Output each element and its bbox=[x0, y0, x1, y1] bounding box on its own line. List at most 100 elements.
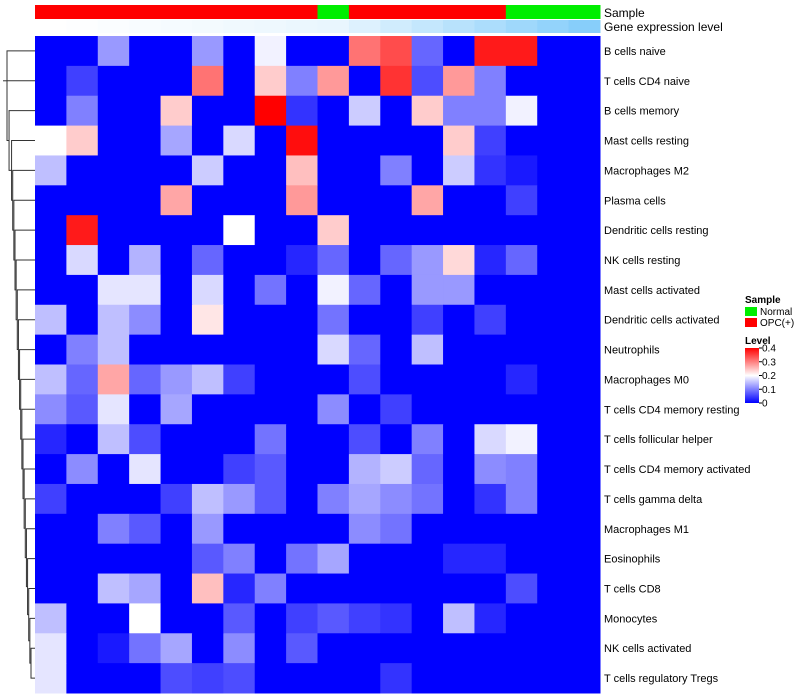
sample-annotation-cell bbox=[286, 5, 318, 19]
heatmap-cell bbox=[223, 215, 256, 246]
dendrogram-branch bbox=[23, 468, 35, 529]
heatmap-cell bbox=[505, 274, 538, 306]
heatmap-cell bbox=[97, 95, 130, 127]
heatmap-cell bbox=[411, 95, 444, 127]
heatmap-cell bbox=[380, 304, 413, 336]
expression-annotation-cell bbox=[223, 20, 256, 33]
legend-level-tick-label: 0.3 bbox=[762, 357, 776, 368]
heatmap-cell bbox=[537, 364, 570, 395]
heatmap-cell bbox=[411, 185, 444, 216]
sample-annotation-cell bbox=[443, 5, 475, 19]
heatmap-cell bbox=[254, 483, 287, 515]
heatmap-cell bbox=[191, 185, 224, 216]
heatmap-cell bbox=[160, 454, 193, 485]
heatmap-cell bbox=[129, 334, 162, 365]
heatmap-cell bbox=[223, 125, 256, 156]
heatmap-cell bbox=[286, 125, 318, 156]
heatmap-cell bbox=[443, 274, 475, 306]
heatmap-cell bbox=[380, 155, 413, 186]
heatmap-cell bbox=[443, 543, 475, 575]
heatmap-cell bbox=[254, 274, 287, 306]
heatmap-cell bbox=[443, 334, 475, 365]
row-label: T cells CD8 bbox=[604, 583, 661, 595]
heatmap-cell bbox=[191, 304, 224, 336]
legend-level-tick-label: 0.1 bbox=[762, 385, 776, 396]
heatmap-cell bbox=[286, 215, 318, 246]
heatmap-cell bbox=[505, 483, 538, 515]
heatmap-cell bbox=[160, 185, 193, 216]
heatmap-cell bbox=[348, 573, 381, 604]
heatmap-cell bbox=[254, 334, 287, 365]
heatmap-cell bbox=[443, 573, 475, 604]
heatmap-cell bbox=[35, 215, 67, 246]
heatmap-cell bbox=[348, 513, 381, 545]
heatmap-cell bbox=[254, 185, 287, 216]
heatmap-cell bbox=[66, 394, 99, 425]
heatmap-cell bbox=[380, 36, 413, 67]
heatmap-cell bbox=[568, 633, 601, 664]
sample-annotation-cell bbox=[474, 5, 507, 19]
heatmap-cell bbox=[35, 513, 67, 545]
heatmap-cell bbox=[474, 573, 507, 604]
heatmap-cell bbox=[474, 483, 507, 515]
heatmap-cell bbox=[97, 483, 130, 515]
heatmap-cell bbox=[537, 185, 570, 216]
heatmap-cell bbox=[474, 364, 507, 395]
heatmap-cell bbox=[35, 483, 67, 515]
heatmap-cell bbox=[474, 36, 507, 67]
heatmap-cell bbox=[411, 394, 444, 425]
heatmap-cell bbox=[411, 65, 444, 97]
heatmap-cell bbox=[66, 274, 99, 306]
dendrogram-branch bbox=[6, 50, 35, 111]
heatmap-cell bbox=[317, 215, 350, 246]
heatmap-cell bbox=[160, 543, 193, 575]
heatmap-cell bbox=[35, 663, 67, 694]
heatmap-cell bbox=[474, 394, 507, 425]
heatmap-cell bbox=[129, 125, 162, 156]
heatmap-cell bbox=[223, 424, 256, 455]
heatmap-cell bbox=[505, 245, 538, 276]
expression-annotation-cell bbox=[317, 20, 350, 33]
heatmap-cell bbox=[97, 454, 130, 485]
heatmap-cell bbox=[66, 424, 99, 455]
heatmap-cell bbox=[474, 155, 507, 186]
heatmap-cell bbox=[537, 603, 570, 634]
heatmap-cell bbox=[191, 155, 224, 186]
heatmap-cell bbox=[348, 633, 381, 664]
heatmap-cell bbox=[254, 573, 287, 604]
heatmap-cell bbox=[537, 36, 570, 67]
heatmap-cell bbox=[223, 304, 256, 336]
heatmap-cell bbox=[66, 513, 99, 545]
heatmap-cell bbox=[411, 573, 444, 604]
heatmap-cell bbox=[380, 603, 413, 634]
heatmap-cell bbox=[223, 334, 256, 365]
heatmap-cell bbox=[66, 304, 99, 336]
heatmap-cell bbox=[317, 573, 350, 604]
heatmap-cell bbox=[537, 633, 570, 664]
row-label: Eosinophils bbox=[604, 554, 661, 566]
heatmap-cell bbox=[411, 424, 444, 455]
legend-level-title: Level bbox=[745, 336, 771, 347]
heatmap-cell bbox=[380, 454, 413, 485]
heatmap-cell bbox=[129, 215, 162, 246]
heatmap-cell bbox=[129, 543, 162, 575]
heatmap-cell bbox=[286, 513, 318, 545]
heatmap-cell bbox=[348, 125, 381, 156]
heatmap-cell bbox=[317, 125, 350, 156]
row-label: NK cells resting bbox=[604, 255, 680, 267]
heatmap-cell bbox=[191, 65, 224, 97]
heatmap-cell bbox=[129, 364, 162, 395]
heatmap-cell bbox=[568, 245, 601, 276]
heatmap-cell bbox=[35, 36, 67, 67]
heatmap-cell bbox=[35, 65, 67, 97]
heatmap-cell bbox=[411, 245, 444, 276]
heatmap-cell bbox=[129, 65, 162, 97]
heatmap-cell bbox=[348, 155, 381, 186]
heatmap-cell bbox=[254, 663, 287, 694]
heatmap-cell bbox=[129, 483, 162, 515]
dendrogram-branch bbox=[30, 647, 35, 679]
heatmap-cell bbox=[97, 364, 130, 395]
heatmap-cell bbox=[97, 663, 130, 694]
heatmap-cell bbox=[411, 454, 444, 485]
